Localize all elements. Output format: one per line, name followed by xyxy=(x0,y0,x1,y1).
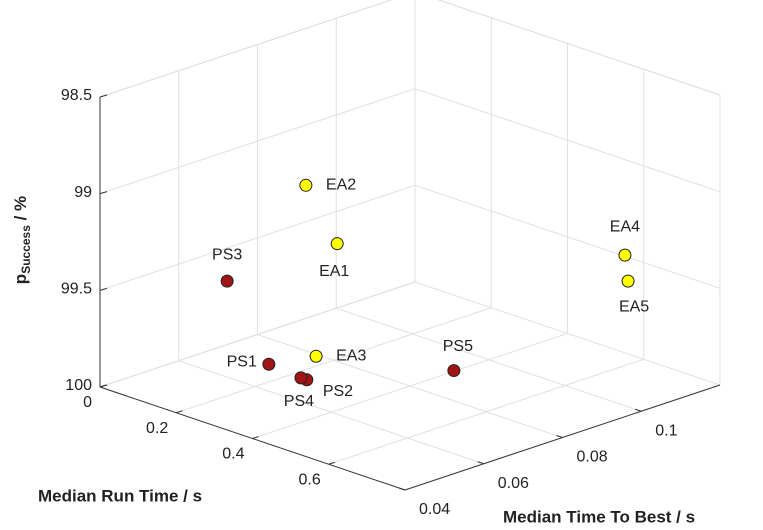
y-tick xyxy=(398,487,406,491)
grid-line xyxy=(252,333,568,439)
point xyxy=(618,248,632,262)
z-axis-label: pSuccess / % xyxy=(11,196,33,284)
y-tick xyxy=(477,461,484,465)
grid-line xyxy=(176,307,492,414)
y-tick-label: 0.06 xyxy=(498,475,529,492)
x-axis-label: Median Run Time / s xyxy=(38,486,202,505)
point-label: PS4 xyxy=(284,393,314,410)
z-tick-label: 100 xyxy=(65,377,92,394)
point-label: PS1 xyxy=(227,353,257,370)
point-label: PS2 xyxy=(323,383,353,400)
point-label: PS5 xyxy=(443,338,473,355)
box-edge xyxy=(99,0,393,98)
z-tick xyxy=(99,287,108,291)
point xyxy=(447,364,461,378)
z-label-sub: Success xyxy=(19,225,33,274)
point xyxy=(330,237,344,251)
grid-line xyxy=(328,358,644,465)
point-label: EA4 xyxy=(610,218,640,235)
z-tick-label: 99.5 xyxy=(61,281,92,298)
point xyxy=(621,274,635,288)
point xyxy=(262,357,276,371)
x-tick xyxy=(252,436,259,439)
point xyxy=(220,274,234,288)
point-label: EA2 xyxy=(326,177,356,194)
x-tick-label: 0.4 xyxy=(222,446,244,463)
y-tick-label: 0.1 xyxy=(655,422,677,439)
z-tick-label: 98.5 xyxy=(61,87,92,104)
x-tick xyxy=(176,410,183,414)
point-label: PS3 xyxy=(212,246,242,263)
y-tick-label: 0.08 xyxy=(577,449,608,466)
x-tick-label: 0.2 xyxy=(146,420,168,437)
y-tick xyxy=(635,408,642,412)
point-label: EA1 xyxy=(319,263,349,280)
point xyxy=(294,371,308,385)
box-edge xyxy=(437,0,721,96)
point-label: EA3 xyxy=(336,347,366,364)
point-label: EA5 xyxy=(619,298,649,315)
z-tick xyxy=(99,191,108,195)
x-tick-label: 0 xyxy=(83,394,92,411)
x-tick-label: 0.6 xyxy=(299,471,321,488)
x-tick xyxy=(328,461,335,465)
z-tick-label: 99 xyxy=(74,184,92,201)
point xyxy=(299,178,313,192)
grid-line xyxy=(99,281,416,388)
y-tick-label: 0.04 xyxy=(419,501,450,518)
z-tick xyxy=(99,94,108,98)
y-tick xyxy=(556,435,563,438)
x-tick xyxy=(99,384,107,388)
point xyxy=(309,349,323,363)
y-axis-label: Median Time To Best / s xyxy=(503,507,695,526)
z-label-suffix: / % xyxy=(11,196,30,225)
z-label-main: p xyxy=(11,274,30,284)
